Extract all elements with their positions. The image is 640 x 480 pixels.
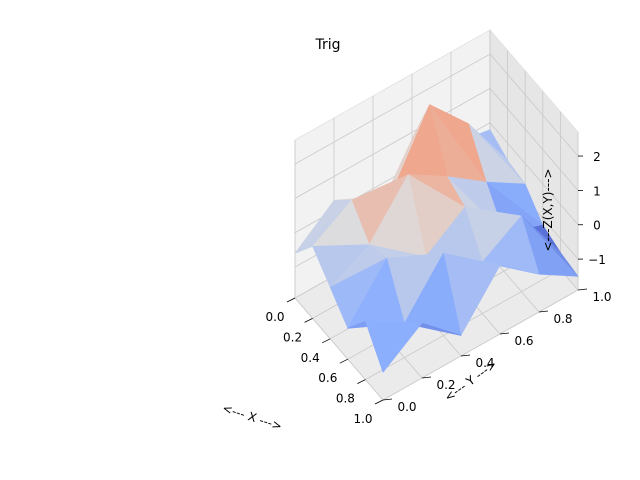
z-gridline	[489, 53, 579, 157]
z-gridline	[294, 53, 491, 165]
x-tick-label: 0.0	[265, 310, 284, 324]
chart-title: Trig	[314, 37, 340, 53]
x-tick	[374, 399, 384, 405]
x-tick-label: 0.2	[283, 330, 302, 344]
surface-facet	[365, 320, 423, 373]
x-axis-label: <--- X --->	[221, 401, 284, 433]
y-gridline	[294, 297, 384, 401]
z-tick-label: 2	[593, 150, 601, 164]
z-axis-label: <---Z(X,Y)--->	[541, 168, 555, 251]
y-tick	[421, 376, 432, 379]
x-tick	[304, 318, 313, 323]
z-tick-label: 0	[593, 219, 601, 233]
y-tick-label: 0.0	[397, 400, 416, 414]
y-tick-label: 1.0	[592, 290, 611, 304]
tick-labels: 0.0 0.2 0.4 0.6 0.8 1.0 0.0 0.2 0.4 0.6 0.8 1.0 −1 0 1…	[265, 150, 611, 426]
y-tick	[460, 354, 471, 357]
y-tick	[382, 398, 393, 401]
z-tick-label: 1	[593, 184, 601, 198]
x-tick	[357, 379, 366, 384]
z-gridline	[489, 122, 579, 226]
tick-marks	[286, 155, 588, 405]
x-tick	[339, 358, 348, 364]
z-gridline	[294, 88, 491, 199]
y-tick-label: 0.8	[553, 312, 572, 326]
y-tick-label: 0.4	[475, 356, 494, 370]
x-tick-label: 1.0	[353, 412, 372, 426]
y-tick-label: 0.6	[514, 334, 533, 348]
x-tick	[322, 338, 331, 344]
x-tick-label: 0.8	[336, 392, 355, 406]
x-tick-label: 0.4	[301, 351, 320, 365]
y-tick	[577, 288, 588, 291]
y-tick-label: 0.2	[436, 378, 455, 392]
x-tick-label: 0.6	[318, 371, 337, 385]
y-tick	[538, 310, 549, 313]
surface	[294, 104, 579, 373]
z-gridline	[489, 88, 579, 191]
x-gridline	[382, 289, 579, 401]
x-tick	[286, 297, 296, 303]
y-tick	[499, 332, 510, 335]
z-tick-label: −1	[588, 253, 606, 267]
